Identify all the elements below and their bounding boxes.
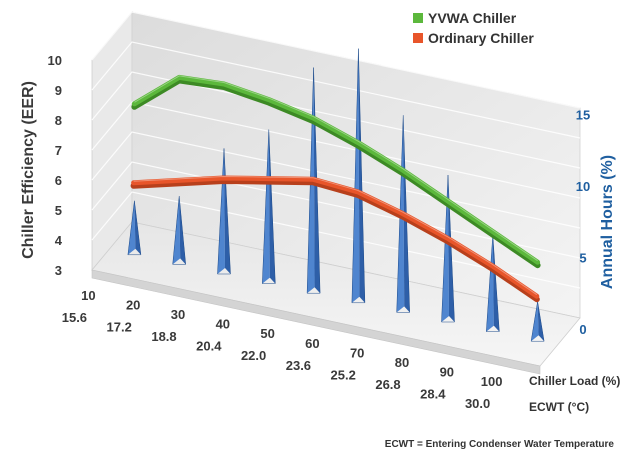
x-tick-load-100: 100 [481,374,503,389]
x-tick-load-60: 60 [305,336,319,351]
x-tick-load-50: 50 [260,326,274,341]
y2-tick-5: 5 [579,251,586,266]
x-tick-ecwt-17.2: 17.2 [107,319,132,334]
x-tick-load-10: 10 [81,288,95,303]
bar-80 [441,174,455,323]
x-tick-ecwt-18.8: 18.8 [151,329,176,344]
legend-label-0: YVWA Chiller [428,10,517,26]
x-tick-ecwt-25.2: 25.2 [331,367,356,382]
x-axis-title-load: Chiller Load (%) [529,374,620,388]
x-tick-ecwt-23.6: 23.6 [286,358,311,373]
x-tick-ecwt-26.8: 26.8 [375,377,400,392]
chart-planes [91,10,581,375]
y-axis-title: Chiller Efficiency (EER) [20,81,37,259]
bar-90 [486,234,500,332]
bar-40 [262,129,276,284]
axis-labels: 34567891005101510203040506070809010015.6… [20,53,620,450]
x-tick-load-20: 20 [126,297,140,312]
series-1-band-shadow [130,178,540,303]
legend-label-1: Ordinary Chiller [428,30,534,46]
bar-20 [172,195,186,265]
x-tick-load-80: 80 [395,355,409,370]
series-ordinary-chiller [130,175,540,303]
y-tick-3: 3 [55,263,62,278]
x-tick-ecwt-20.4: 20.4 [196,339,222,354]
y2-tick-10: 10 [576,179,590,194]
series-0-line [131,74,541,265]
x-tick-load-30: 30 [171,307,185,322]
gridline-9 [91,41,581,139]
gridline-7 [91,101,581,199]
series-1-line [131,175,540,299]
x-tick-load-40: 40 [216,317,230,332]
gridline-6 [91,131,581,229]
x-tick-ecwt-22.0: 22.0 [241,348,266,363]
y2-tick-15: 15 [576,108,590,123]
legend: YVWA Chiller Ordinary Chiller [413,10,534,46]
x-tick-ecwt-30.0: 30.0 [465,396,490,411]
gridline-4 [91,191,581,289]
x-axis-title-ecwt: ECWT (°C) [529,400,589,414]
gridline-5 [91,161,581,259]
x-tick-ecwt-28.4: 28.4 [420,387,446,402]
line-series [130,74,541,303]
gridline-8 [91,71,581,169]
series-0-highlight [134,75,538,262]
bar-10 [127,200,142,256]
bar-30 [217,148,231,275]
series-1-highlight [133,176,538,296]
y-tick-9: 9 [55,83,62,98]
bar-series [127,48,545,342]
bar-90-right-face [492,234,500,332]
y2-axis-title: Annual Hours (%) [599,155,616,289]
bar-100 [530,301,545,342]
x-tick-load-90: 90 [440,365,454,380]
y-tick-10: 10 [48,53,62,68]
legend-swatch-1 [413,33,423,43]
x-tick-load-70: 70 [350,345,364,360]
legend-swatch-0 [413,13,423,23]
footnote: ECWT = Entering Condenser Water Temperat… [385,439,615,450]
bar-60-right-face [358,48,365,303]
series-yvwa-chiller [131,74,541,269]
bar-60 [351,48,366,304]
y-tick-6: 6 [55,173,62,188]
y-tick-4: 4 [55,233,63,248]
y-tick-8: 8 [55,113,62,128]
y-tick-7: 7 [55,143,62,158]
x-tick-ecwt-15.6: 15.6 [62,310,87,325]
floor-edge [91,269,541,375]
y2-tick-0: 0 [579,322,586,337]
gridline-10 [91,11,581,109]
y-tick-5: 5 [55,203,62,218]
gridlines [91,11,581,289]
